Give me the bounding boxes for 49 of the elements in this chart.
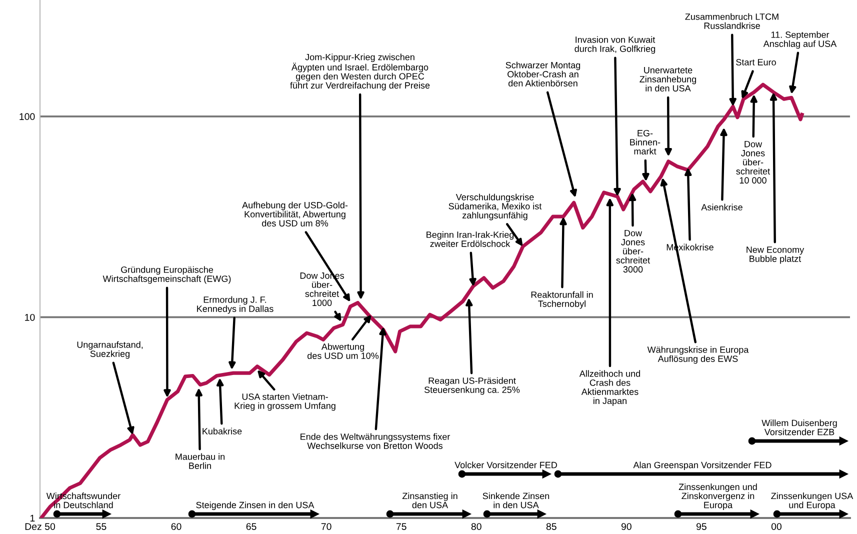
annotation: Dow Jones über- schreitet 3000 [616, 230, 650, 273]
annotation: Zusammenbruch LTCM Russlandkrise [685, 13, 778, 29]
annotation: Start Euro [736, 59, 776, 66]
y-tick-label: 10 [25, 314, 35, 321]
annotation: Zinssenkungen und Zinskonvergenz in Europa [678, 483, 757, 510]
annotation: 11. September Anschlag auf USA [763, 31, 837, 49]
annotation: Sinkende Zinsen in den USA [482, 492, 550, 508]
annotation: Gründung Europäische Wirtschaftsgemeinschaft (EWG) [102, 266, 231, 284]
annotation: Reagan US-Präsident Steuersenkung ca. 25% [424, 377, 520, 395]
annotation: Aufhebung der USD-Gold- Konvertibilität, Abwertung des USD um 8% [242, 202, 348, 226]
annotation: Kubakrise [202, 428, 242, 434]
annotation: Verschuldungskrise Südamerika, Mexiko ist zahlungsunfähig [448, 194, 542, 220]
x-tick-label: 75 [396, 523, 406, 530]
annotation: Zinsanstieg in den USA [402, 492, 458, 508]
annotation: Ungarnaufstand, Suezkrieg [77, 341, 143, 359]
annotation: Währungskrise in Europa Auflösung des EWS [647, 346, 749, 364]
annotation: Alan Greenspan Vorsitzender FED [633, 462, 772, 470]
y-tick-label: 100 [20, 113, 35, 120]
annotation: Steigende Zinsen in den USA [196, 502, 314, 510]
annotation: Ermordung J. F. Kennedys in Dallas [197, 296, 274, 314]
annotation: Asienkrise [701, 204, 742, 210]
annotation: Invasion von Kuwait durch Irak, Golfkrieg [574, 36, 656, 54]
x-tick-label: 90 [621, 523, 632, 530]
annotation: USA starten Vietnam- Krieg in grossem Umfang [234, 393, 336, 411]
annotation: EG- Binnen- markt [630, 130, 660, 154]
annotation: Schwarzer Montag Oktober-Crash an den Aktienbörsen [506, 62, 580, 86]
x-tick-label: 00 [771, 523, 782, 530]
annotation: Ende des Weltwährungssystems fixer Wechselkurse von Bretton Woods [300, 433, 450, 449]
x-tick-label: 70 [321, 523, 332, 530]
x-tick-label: Dez 50 [25, 523, 56, 530]
x-tick-label: 65 [246, 523, 256, 530]
x-tick-label: 95 [696, 523, 706, 530]
annotation: Allzeithoch und Crash des Aktienmarktes in Japan [579, 370, 640, 406]
annotation: Abwertung des USD um 10% [308, 343, 379, 359]
y-tick-label: 1 [30, 514, 35, 522]
annotation: Dow Jones über- schreitet 10 000 [736, 140, 770, 184]
annotation: New Economy Bubble platzt [746, 246, 804, 264]
annotation: Volcker Vorsitzender FED [454, 462, 557, 468]
annotation: Beginn Iran-Irak-Krieg zweiter Erdölschock [426, 231, 514, 247]
annotation: Zinssenkungen USA und Europa [771, 492, 854, 510]
x-tick-label: 80 [471, 523, 482, 530]
annotation: Jom-Kippur-Krieg zwischen Ägypten und Israel. Erdölembargo gegen den Westen durch OPEC führt zur Verdreifachung der Preise [290, 54, 430, 90]
annotation: Reaktorunfall in Tschernobyl [531, 291, 593, 309]
x-tick-label: 55 [96, 523, 106, 530]
x-tick-label: 60 [171, 523, 182, 530]
x-tick-label: 85 [546, 523, 556, 530]
annotation: Mauerbau in Berlin [176, 453, 225, 469]
annotation: Unerwartete Zinsanhebung in den USA [640, 67, 696, 92]
annotation: Willem Duisenberg Vorsitzender EZB [762, 420, 837, 436]
